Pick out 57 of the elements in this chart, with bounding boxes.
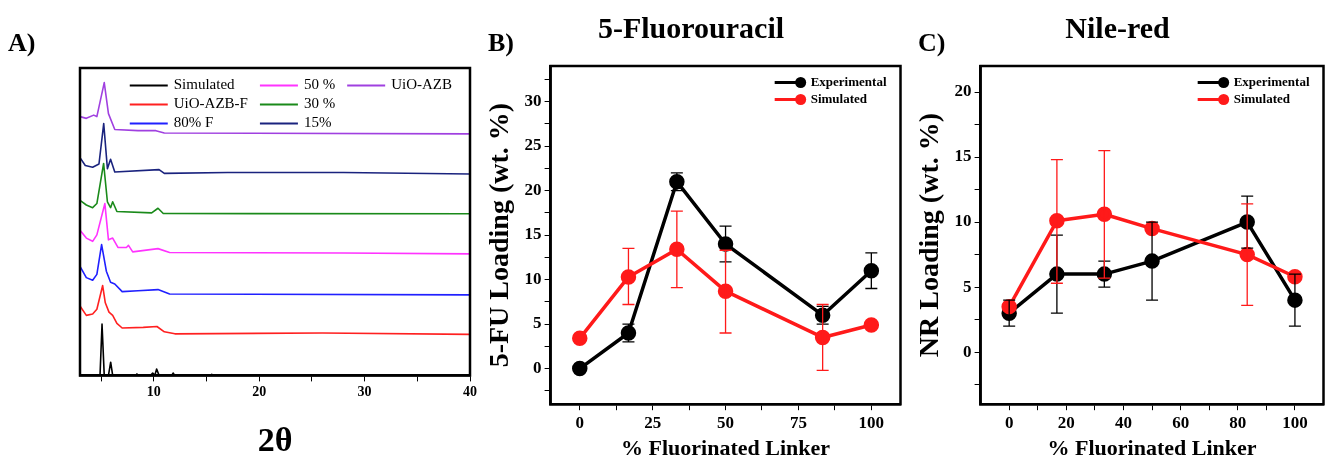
legend-label: 30 %: [303, 95, 336, 112]
x-tick-label: 0: [1004, 412, 1014, 432]
x-tick-label: 100: [858, 412, 885, 432]
y-tick-label: 0: [533, 357, 542, 377]
y-tick-label: 20: [524, 179, 542, 199]
y-tick-label: 25: [524, 135, 542, 155]
point: [620, 269, 637, 285]
x-tick-label: 0: [575, 412, 585, 432]
y-tick-label: 10: [524, 268, 542, 288]
chart-title: 5-Fluorouracil: [597, 10, 785, 44]
y-tick-label: 5: [533, 313, 542, 333]
x-axis-title: 2θ: [257, 421, 293, 459]
point: [572, 330, 588, 347]
legend-label: Simulated: [810, 90, 868, 106]
y-tick-label: 15: [524, 224, 542, 244]
point: [717, 236, 734, 252]
point: [572, 360, 588, 377]
y-axis-title: NR Loading (wt. %): [913, 112, 945, 358]
text: B): [488, 28, 514, 58]
y-tick-label: 20: [954, 81, 972, 101]
legend-label: UiO-AZB-F: [173, 95, 248, 112]
legend-label: UiO-AZB: [391, 76, 452, 93]
text: C): [918, 28, 946, 58]
y-tick-label: 15: [954, 146, 972, 166]
point: [863, 317, 880, 333]
legend-label: 50 %: [303, 76, 336, 93]
x-tick-label: 10: [146, 384, 161, 400]
x-tick-label: 40: [463, 384, 477, 400]
x-tick-label: 100: [1282, 412, 1308, 432]
text: A): [8, 28, 36, 58]
legend-label: 80% F: [173, 114, 214, 131]
x-tick-label: 30: [357, 384, 372, 400]
x-tick-label: 80: [1229, 412, 1247, 432]
legend-label: Experimental: [810, 73, 887, 89]
x-tick-label: 75: [789, 412, 807, 432]
y-tick-label: 30: [524, 90, 542, 110]
x-tick-label: 20: [1057, 412, 1075, 432]
x-tick-label: 60: [1172, 412, 1190, 432]
point: [863, 262, 880, 279]
legend-label: Simulated: [1233, 90, 1291, 106]
y-tick-label: 10: [954, 211, 972, 231]
point: [717, 283, 734, 299]
x-tick-label: 50: [717, 412, 735, 432]
point: [814, 329, 831, 346]
y-tick-label: 5: [963, 276, 972, 296]
legend-label: Experimental: [1233, 73, 1310, 89]
legend-label: 15%: [303, 114, 332, 131]
y-tick-label: 0: [963, 341, 972, 361]
point: [1096, 206, 1113, 223]
x-tick-label: 40: [1114, 412, 1132, 432]
y-axis-title: 5-FU Loading (wt. %): [483, 102, 515, 368]
chart-title: Nile-red: [1065, 10, 1171, 44]
x-axis-title: % Fluorinated Linker: [1047, 435, 1257, 461]
legend-label: Simulated: [173, 76, 236, 93]
x-axis-title: % Fluorinated Linker: [621, 435, 831, 461]
x-tick-label: 25: [644, 412, 662, 432]
x-tick-label: 20: [252, 384, 267, 400]
